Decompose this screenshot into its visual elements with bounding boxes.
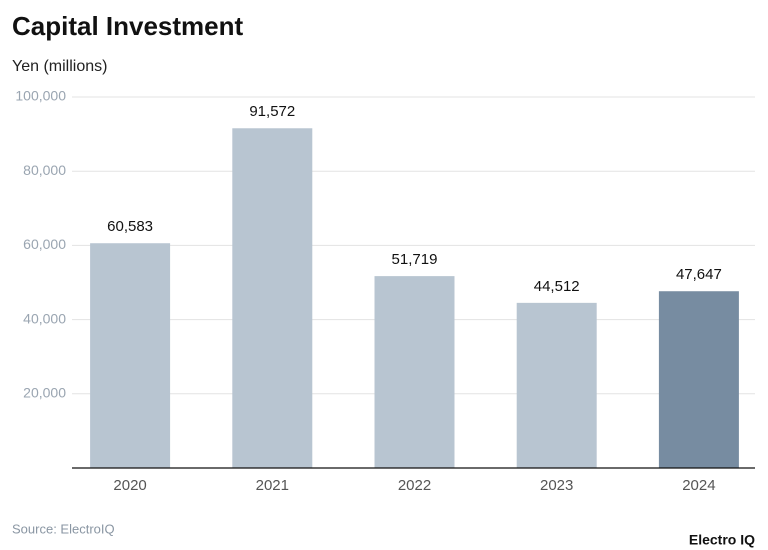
value-label: 47,647	[676, 266, 722, 283]
chart-subtitle: Yen (millions)	[12, 58, 107, 75]
bar	[658, 291, 739, 468]
brand: Electro IQ	[689, 532, 755, 548]
value-label: 91,572	[249, 103, 295, 120]
value-label: 51,719	[392, 251, 438, 268]
y-tick-label: 40,000	[23, 310, 66, 326]
y-tick-label: 20,000	[23, 385, 66, 401]
value-label: 60,583	[107, 218, 153, 235]
x-tick-label: 2023	[540, 477, 573, 494]
y-tick-label: 80,000	[23, 162, 66, 178]
y-tick-label: 100,000	[15, 88, 66, 104]
bar	[232, 128, 313, 468]
bar	[374, 276, 455, 468]
bar	[90, 243, 171, 468]
bar	[516, 302, 597, 468]
x-tick-label: 2020	[113, 477, 146, 494]
value-label: 44,512	[534, 278, 580, 295]
chart-title: Capital Investment	[12, 11, 244, 41]
x-tick-label: 2021	[256, 477, 289, 494]
source: Source: ElectroIQ	[12, 521, 115, 536]
x-tick-label: 2022	[398, 477, 431, 494]
x-tick-label: 2024	[682, 477, 715, 494]
y-tick-label: 60,000	[23, 236, 66, 252]
